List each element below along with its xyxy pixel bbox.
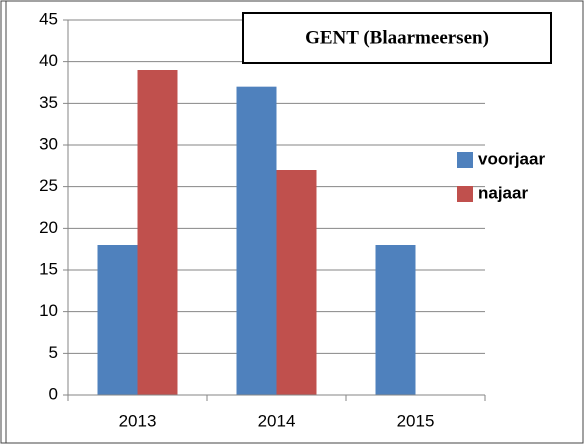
bar bbox=[236, 86, 277, 396]
title-box bbox=[242, 12, 552, 64]
y-tick-label: 30 bbox=[39, 134, 58, 153]
bar bbox=[375, 245, 416, 395]
bar bbox=[137, 70, 178, 395]
y-tick-label: 0 bbox=[49, 384, 58, 403]
y-tick-label: 15 bbox=[39, 259, 58, 278]
y-tick-label: 25 bbox=[39, 176, 58, 195]
x-tick-label: 2014 bbox=[258, 411, 296, 430]
y-tick-label: 45 bbox=[39, 9, 58, 28]
y-tick-label: 5 bbox=[49, 343, 58, 362]
x-tick-label: 2013 bbox=[119, 411, 157, 430]
y-tick-label: 35 bbox=[39, 93, 58, 112]
legend-label: voorjaar bbox=[478, 149, 545, 168]
bar bbox=[276, 170, 317, 395]
bar bbox=[97, 245, 138, 395]
y-tick-label: 20 bbox=[39, 218, 58, 237]
legend-swatch bbox=[457, 186, 473, 202]
y-tick-label: 10 bbox=[39, 301, 58, 320]
legend-label: najaar bbox=[478, 183, 528, 202]
y-tick-label: 40 bbox=[39, 51, 58, 70]
chart-title: GENT (Blaarmeersen) bbox=[305, 27, 489, 48]
x-tick-label: 2015 bbox=[397, 411, 435, 430]
legend-swatch bbox=[457, 152, 473, 168]
